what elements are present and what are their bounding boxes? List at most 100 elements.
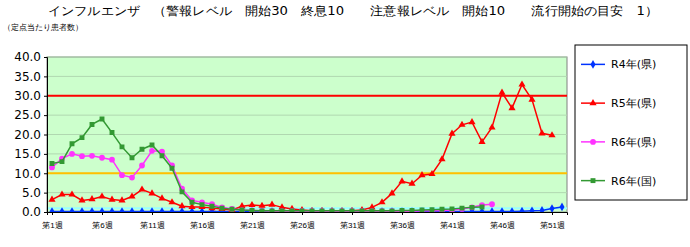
marker [548,131,555,137]
y-tick-label: 35.0 [14,70,41,84]
marker [129,175,135,181]
marker [419,208,425,213]
marker [90,122,95,127]
x-axis: 第1週第6週第11週第16週第21週第26週第31週第36週第41週第46週第5… [42,212,567,230]
marker [300,208,305,212]
marker [339,208,345,212]
x-tick [252,212,253,215]
marker [108,195,115,201]
x-tick-group: 第11週 [140,212,164,230]
y-tick [44,135,47,136]
marker [319,208,325,212]
y-tick [44,154,47,155]
marker [428,170,435,176]
marker [390,208,395,212]
marker [429,207,434,212]
marker [380,208,385,212]
marker [259,207,264,212]
marker [409,208,415,212]
marker [299,208,305,212]
marker [190,200,195,205]
marker [418,171,425,177]
y-tick [44,57,47,58]
x-tick [502,212,503,215]
x-tick-group: 第16週 [190,212,215,230]
marker [239,207,245,212]
marker [438,155,445,161]
marker [270,208,275,212]
y-tick-label: 0.0 [22,205,41,219]
marker [159,207,164,212]
marker [338,207,345,212]
grid-line [47,153,567,154]
marker [70,141,75,146]
marker [149,207,154,212]
title: インフルエンザ （警報レベル 開始30 終息10 注意報レベル 開始10 流行開… [48,4,658,18]
x-tick-group: 第41週 [440,212,465,230]
marker [68,190,75,196]
marker [119,172,125,178]
marker [310,208,315,212]
marker [210,204,215,209]
marker [328,207,335,212]
marker [269,208,275,212]
y-axis-line [44,58,48,213]
legend-label: R5年(県) [611,97,656,110]
marker [480,205,485,210]
marker [430,207,435,212]
series-line [52,85,552,212]
marker [58,190,65,196]
marker [498,89,505,95]
reference-line [47,207,567,209]
series-line [52,151,492,211]
reference-line [47,95,567,97]
marker [340,208,345,212]
y-tick-group: 35.0 [14,70,47,84]
x-tick [52,212,53,215]
y-tick-label: 5.0 [22,186,41,200]
marker [488,123,495,129]
x-tick-label: 第16週 [190,221,215,230]
legend-label: R4年(県) [611,58,656,71]
marker [289,208,295,212]
marker [349,208,355,212]
x-tick-label: 第31週 [340,221,365,230]
x-tick-group: 第31週 [340,212,365,230]
marker [449,207,454,212]
x-tick-label: 第21週 [240,221,265,230]
marker [439,207,444,212]
marker [100,117,105,122]
marker [60,159,65,164]
x-tick [402,212,403,215]
marker [69,151,75,157]
y-tick-group: 40.0 [14,50,47,64]
marker [170,166,175,171]
grid-line [47,57,567,58]
marker [130,155,135,160]
x-tick [152,212,153,215]
x-tick [302,212,303,215]
y-tick [44,96,47,97]
marker [120,144,125,149]
marker [519,207,524,213]
x-tick-group: 第1週 [42,212,62,230]
marker [169,207,174,212]
marker [250,208,255,212]
marker [448,130,455,136]
marker [118,196,125,202]
marker [129,207,134,212]
marker [470,205,475,210]
y-tick-label: 30.0 [14,89,41,103]
y-tick [44,173,47,174]
y-tick-group: 20.0 [14,128,47,142]
marker [538,129,545,135]
marker [160,153,165,158]
marker [429,208,435,213]
x-tick-label: 第46週 [490,221,515,230]
x-tick-group: 第36週 [390,212,415,230]
marker [370,208,375,212]
marker [508,104,515,110]
marker [200,202,205,207]
y-tick-label: 40.0 [14,50,41,64]
marker [139,207,144,212]
